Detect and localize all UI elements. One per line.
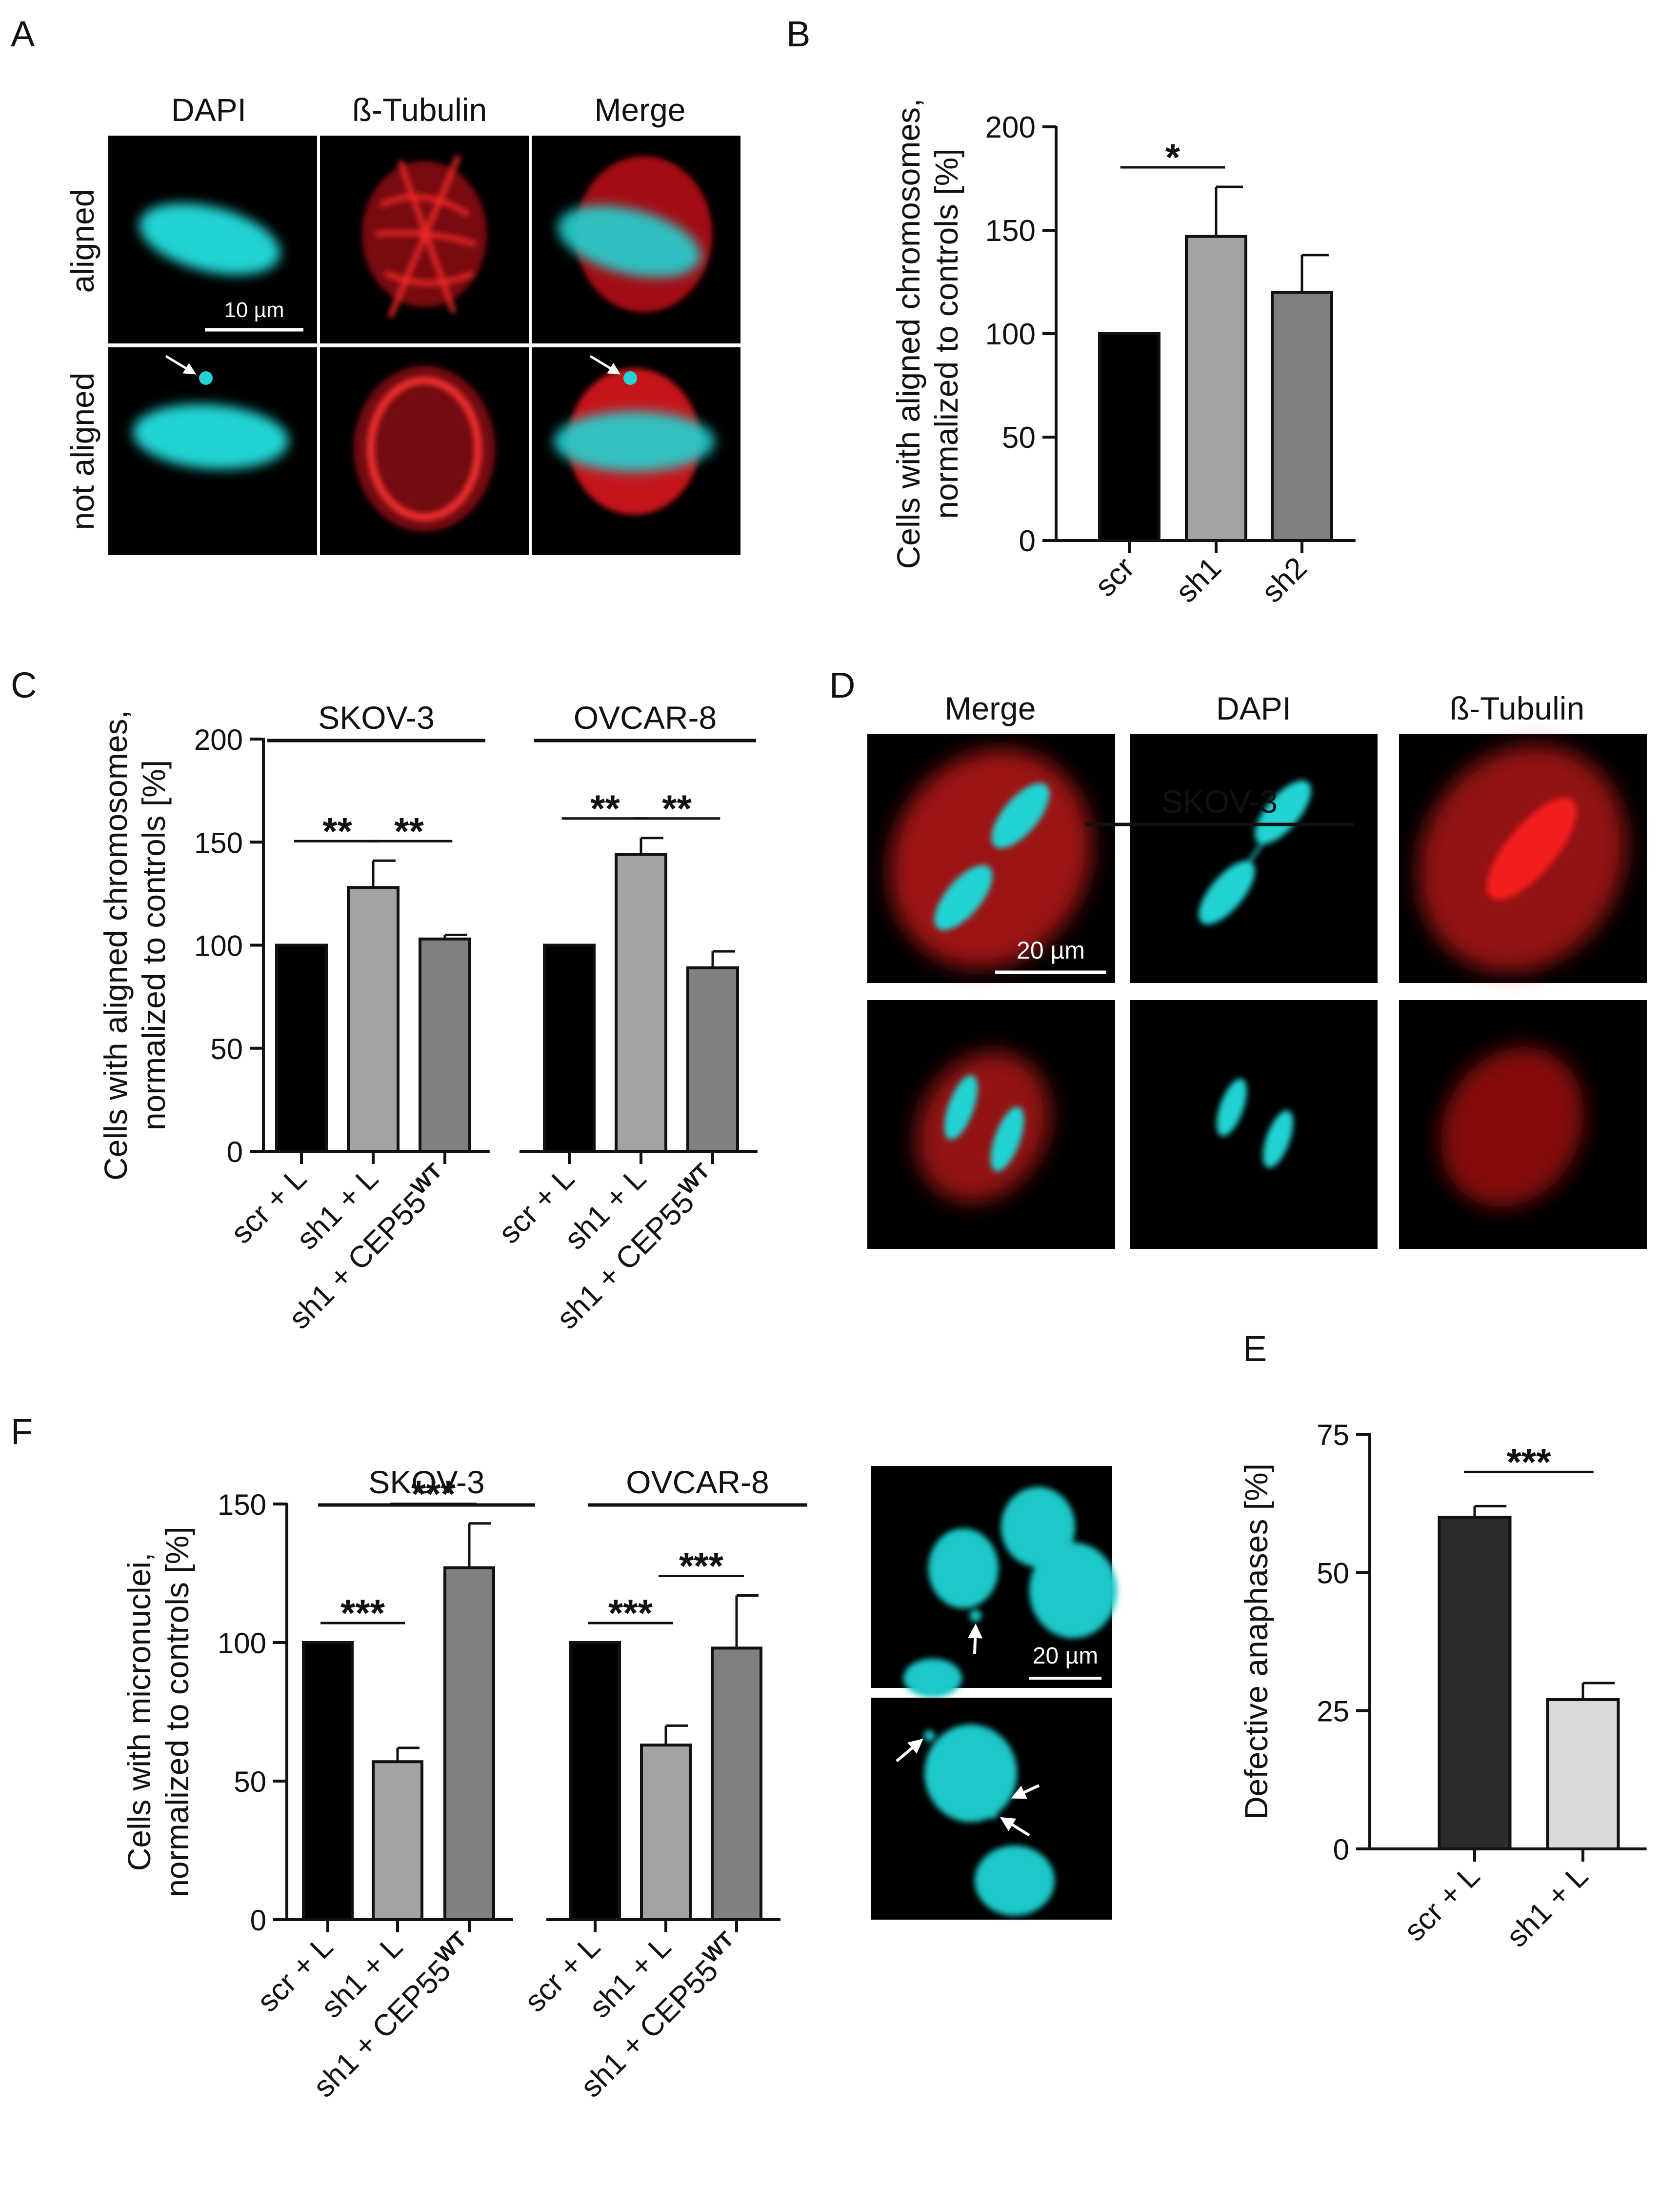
chart-E-y-tick-label: 0 (1333, 1833, 1349, 1866)
chart-F-bar (640, 1744, 692, 1921)
chart-B-x-tick-label: sh1 (1169, 551, 1227, 609)
chart-C-y-axis-label: Cells with aligned chromosomes, (98, 710, 134, 1181)
panel-f-arrow-icon-2 (896, 1739, 923, 1763)
panel-d-image-dapi-1 (1130, 734, 1378, 983)
panel-f-arrow-icon-4 (1000, 1817, 1030, 1837)
chart-C-bar (419, 937, 471, 1153)
panel-letter-a: A (11, 14, 35, 54)
chart-C-x-tick-superscript: WT (674, 1159, 715, 1199)
panel-letter-f: F (11, 1411, 33, 1452)
chart-C-significance-label: ** (590, 787, 620, 830)
chart-B-x-tick-label: scr (1089, 551, 1141, 603)
panel-d-col-dapi: DAPI (1216, 690, 1291, 726)
chart-C-significance-label: ** (322, 809, 352, 852)
panel-letter-d: D (829, 665, 855, 705)
chart-C-y-tick-label: 150 (194, 826, 243, 859)
panel-d-col-tubulin: ß-Tubulin (1450, 690, 1584, 726)
chart-B-y-tick-label: 0 (1019, 524, 1036, 558)
chart-F-group-label: SKOV-3 (368, 1464, 484, 1500)
chart-B-significance-label: * (1165, 136, 1180, 179)
chart-F-y-tick-label: 150 (218, 1488, 266, 1521)
chart-C-group-label: OVCAR-8 (574, 700, 717, 736)
panel-d-col-merge: Merge (944, 690, 1036, 726)
chart-c: 0 50 100 150 200 Cells with aligned chromosom… (98, 700, 758, 1336)
chart-F-significance-label: *** (340, 1591, 385, 1634)
chart-E-x-tick-label: scr + L (1398, 1859, 1486, 1948)
chart-C-y-tick-label: 100 (194, 930, 243, 963)
chart-B-y-tick-label: 150 (985, 214, 1036, 248)
panel-a-scale-bar-label: 10 µm (224, 298, 284, 322)
chart-C-bar (686, 966, 739, 1153)
chart-E-significance-label: *** (1506, 1440, 1551, 1483)
panel-a-col-tubulin: ß-Tubulin (352, 92, 487, 128)
chart-F-group-label: OVCAR-8 (626, 1464, 769, 1500)
chart-F-y-tick-label: 100 (218, 1627, 266, 1660)
chart-f: 0 50 100 150 Cells with micronuclei, normaliz… (121, 1464, 807, 2104)
chart-F-y-axis-label: normalized to controls [%] (159, 1526, 195, 1897)
chart-F-significance-label: *** (608, 1591, 653, 1634)
panel-a-arrow-icon-merge (589, 355, 621, 375)
panel-letter-b: B (786, 14, 810, 54)
chart-C-group-label: SKOV-3 (318, 700, 434, 736)
chart-E-x-tick-label: sh1 + L (1500, 1859, 1595, 1954)
chart-E-y-tick-label: 25 (1317, 1695, 1349, 1728)
panel-a-col-merge: Merge (594, 92, 685, 128)
panel-a-micrographs: DAPI ß-Tubulin Merge aligned not aligned… (64, 92, 740, 555)
chart-B-y-axis-label: Cells with aligned chromosomes, (890, 99, 926, 569)
panel-f-micrographs: 20 µm (871, 1466, 1117, 1920)
chart-C-bar (347, 886, 400, 1153)
chart-F-bar (711, 1646, 762, 1922)
chart-C-significance-label: ** (394, 809, 424, 852)
chart-F-y-axis-label: Cells with micronuclei, (121, 1553, 157, 1871)
chart-C-y-axis-label: normalized to controls [%] (136, 760, 172, 1130)
panel-a-row-not-aligned: not aligned (64, 373, 100, 530)
panel-d-micrographs: Merge DAPI ß-Tubulin 20 µm (867, 690, 1647, 1249)
chart-F-bar (569, 1641, 621, 1921)
chart-C-y-tick-label: 200 (194, 723, 243, 756)
chart-C-significance-label: ** (662, 787, 692, 830)
chart-F-x-tick-superscript: WT (698, 1927, 739, 1967)
chart-E-y-tick-label: 50 (1317, 1557, 1349, 1589)
chart-F-bar (372, 1760, 423, 1921)
chart-B-bar (1271, 291, 1333, 542)
chart-C-x-tick-superscript: WT (406, 1159, 447, 1199)
chart-F-significance-label: *** (679, 1544, 724, 1587)
chart-E-y-tick-label: 75 (1317, 1419, 1349, 1451)
chart-B-x-tick-label: sh2 (1255, 551, 1313, 609)
panel-letter-e: E (1243, 1328, 1267, 1369)
chart-F-y-tick-label: 50 (234, 1765, 266, 1798)
chart-B-y-axis-label: normalized to controls [%] (928, 148, 964, 519)
chart-F-bar (443, 1566, 495, 1921)
chart-B-group-label: SKOV-3 (1161, 783, 1278, 820)
chart-F-bar (302, 1641, 354, 1921)
panel-a-col-dapi: DAPI (171, 92, 246, 128)
panel-f-arrow-icon-1 (968, 1624, 983, 1654)
panel-d-image-dapi-2 (1130, 1000, 1378, 1249)
chart-F-significance-label: *** (411, 1472, 456, 1515)
panel-f-arrow-icon-3 (1011, 1784, 1040, 1799)
chart-B-y-tick-label: 100 (985, 318, 1036, 351)
chart-B-bar (1185, 235, 1247, 542)
panel-letter-c: C (11, 665, 37, 705)
panel-f-scale-bar-label: 20 µm (1033, 1643, 1098, 1669)
chart-C-bar (275, 943, 328, 1153)
chart-F-y-tick-label: 0 (250, 1904, 266, 1937)
chart-E-y-axis-label: Defective anaphases [%] (1238, 1464, 1274, 1820)
chart-B-y-tick-label: 200 (985, 111, 1036, 144)
chart-C-y-tick-label: 50 (210, 1033, 243, 1065)
chart-C-bar (615, 853, 667, 1153)
panel-a-row-aligned: aligned (64, 189, 100, 293)
chart-C-bar (543, 943, 596, 1153)
chart-B-y-tick-label: 50 (1002, 421, 1036, 455)
chart-C-y-tick-label: 0 (227, 1136, 243, 1168)
panel-d-scale-bar-label: 20 µm (1017, 937, 1085, 964)
chart-B-bar (1098, 332, 1160, 542)
chart-E-bar (1438, 1516, 1512, 1850)
chart-F-x-tick-superscript: WT (431, 1927, 471, 1967)
chart-E-bar (1546, 1698, 1620, 1850)
panel-a-arrow-icon (165, 355, 197, 375)
